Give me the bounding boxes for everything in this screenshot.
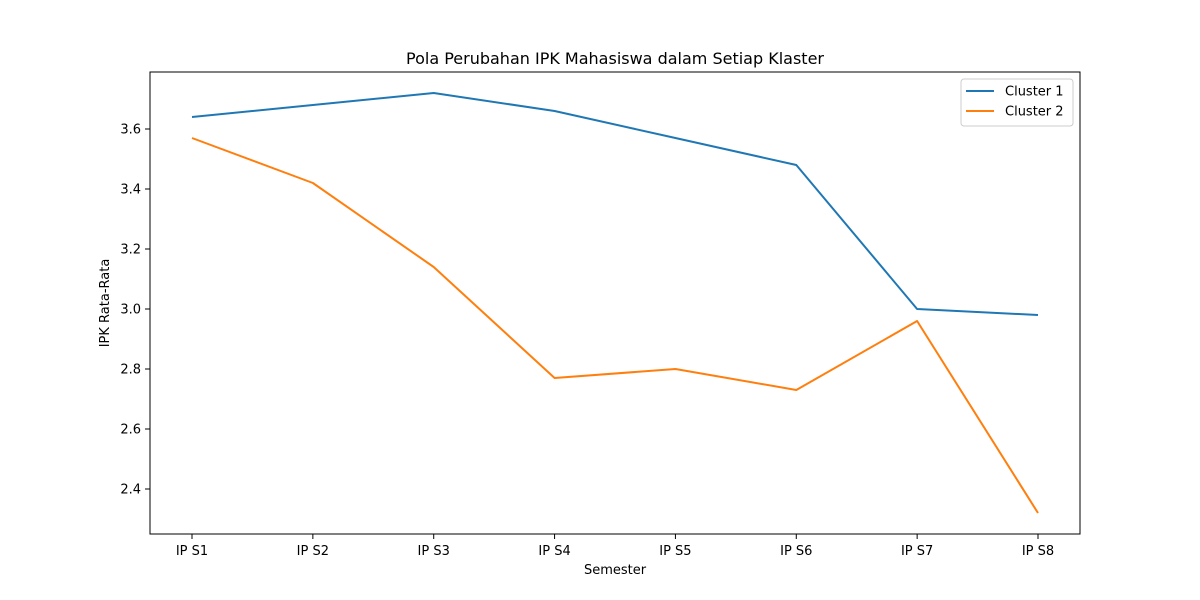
y-tick-label: 3.6 [120, 123, 141, 138]
series-line-cluster-1 [191, 92, 1039, 316]
x-tick-label: IP S2 [297, 544, 329, 559]
x-tick-label: IP S6 [780, 544, 812, 559]
x-tick-label: IP S1 [176, 544, 208, 559]
y-tick-label: 2.8 [120, 363, 141, 378]
x-axis-label: Semester [584, 563, 647, 578]
y-tick-label: 3.2 [120, 243, 141, 258]
series-line-cluster-2 [191, 137, 1039, 514]
y-tick-label: 3.4 [120, 183, 141, 198]
x-tick-label: IP S7 [901, 544, 933, 559]
chart-title: Pola Perubahan IPK Mahasiswa dalam Setia… [406, 49, 824, 68]
y-tick-label: 3.0 [120, 303, 141, 318]
x-tick-label: IP S3 [418, 544, 450, 559]
x-tick-label: IP S5 [659, 544, 691, 559]
y-tick-label: 2.4 [120, 483, 141, 498]
plot-area [149, 71, 1081, 535]
x-axis: IP S1 IP S2 IP S3 IP S4 IP S5 IP S6 IP S7 IP S8 [176, 534, 1054, 559]
x-tick-label: IP S4 [538, 544, 570, 559]
x-tick-label: IP S8 [1022, 544, 1054, 559]
y-tick-label: 2.6 [120, 423, 141, 438]
legend: Cluster 1 Cluster 2 [960, 78, 1074, 127]
y-axis: 2.4 2.6 2.8 3.0 3.2 3.4 3.6 [120, 123, 150, 498]
series-lines [191, 92, 1039, 514]
legend-label: Cluster 2 [1005, 105, 1064, 120]
y-axis-label: IPK Rata-Rata [98, 259, 113, 348]
legend-label: Cluster 1 [1005, 85, 1064, 100]
